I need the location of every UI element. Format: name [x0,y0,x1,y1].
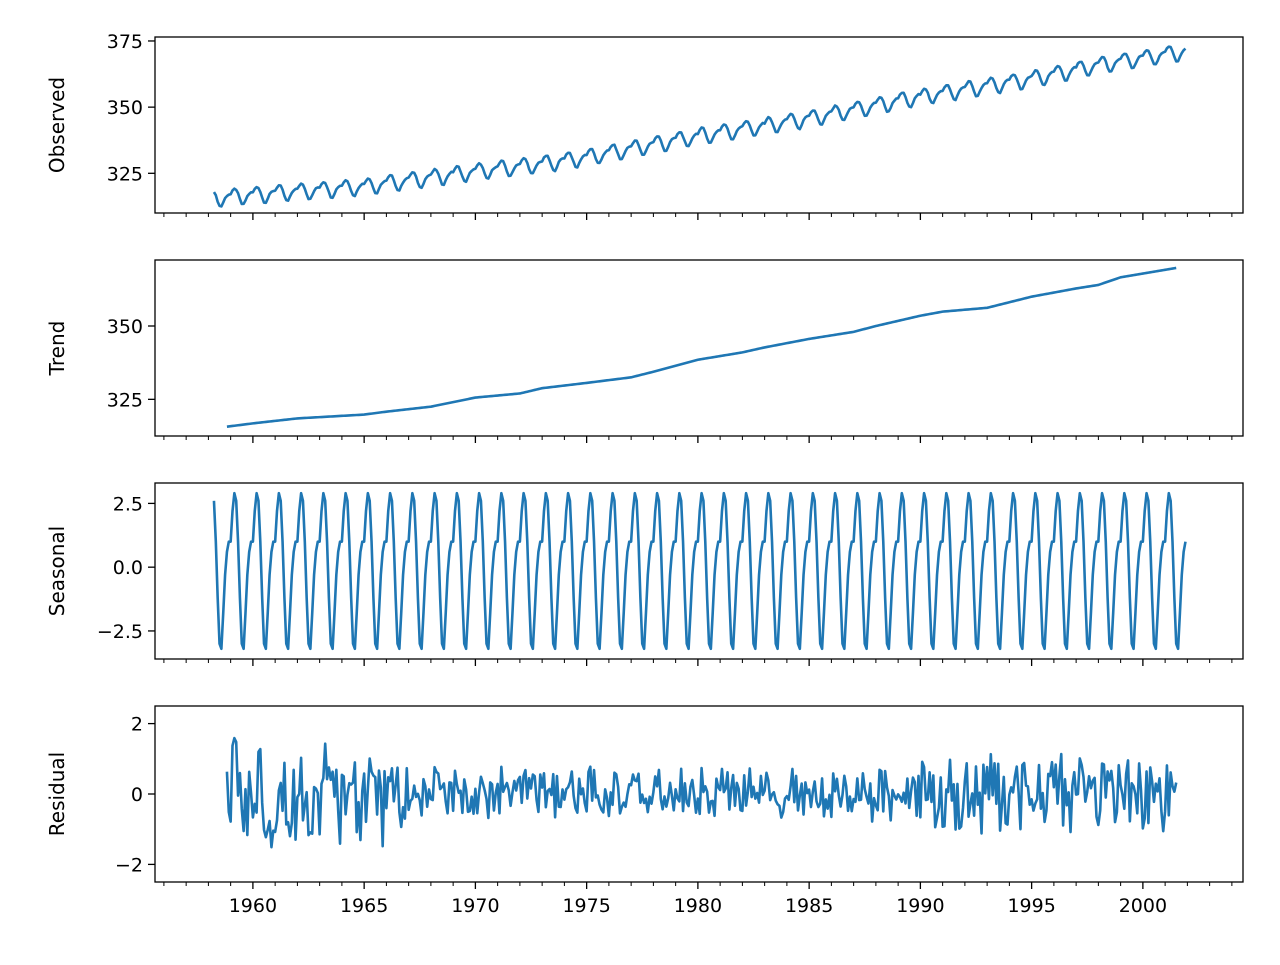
seasonal-series-line [212,491,1187,651]
observed-series-line [212,45,1187,208]
trend-ytick-label: 325 [107,389,143,411]
panel-residual: 2 0 −2 Residual 1960 1965 1970 1975 1980 1985 1990… [45,705,1244,917]
xtick-label: 1990 [896,895,944,917]
xtick-label: 1960 [229,895,277,917]
observed-ytick-label: 350 [107,97,143,119]
seasonal-ytick-label: 2.5 [113,493,143,515]
panel-trend: 325 350 Trend [45,259,1244,443]
xtick-label: 2000 [1119,895,1167,917]
residual-ytick-label: 2 [131,714,143,736]
xtick-label: 1980 [674,895,722,917]
xtick-label: 1995 [1007,895,1055,917]
seasonal-ylabel: Seasonal [45,526,69,616]
xtick-label: 1965 [340,895,388,917]
seasonal-ytick-label: 0.0 [113,557,143,579]
residual-ytick-label: −2 [115,854,143,876]
residual-ytick-label: 0 [131,784,143,806]
panel-seasonal: 2.5 0.0 −2.5 Seasonal [45,482,1244,666]
residual-ylabel: Residual [45,752,69,836]
trend-axes-frame [154,259,1244,437]
trend-ylabel: Trend [45,321,69,377]
seasonal-axes-frame [154,482,1244,660]
xtick-label: 1970 [451,895,499,917]
observed-ylabel: Observed [45,77,69,173]
xtick-label: 1975 [562,895,610,917]
observed-axes-frame [154,36,1244,214]
panel-observed: 325 350 375 Observed [45,31,1244,220]
residual-series-line [225,736,1178,849]
panels-layer: 325 350 375 Observed 325 350 Trend 2.5 0.0 −2.5 Se… [45,31,1244,917]
observed-ytick-label: 325 [107,163,143,185]
seasonal-ytick-label: −2.5 [97,621,143,643]
trend-series-line [226,266,1177,428]
xtick-label: 1985 [785,895,833,917]
trend-ytick-label: 350 [107,316,143,338]
observed-ytick-label: 375 [107,31,143,53]
